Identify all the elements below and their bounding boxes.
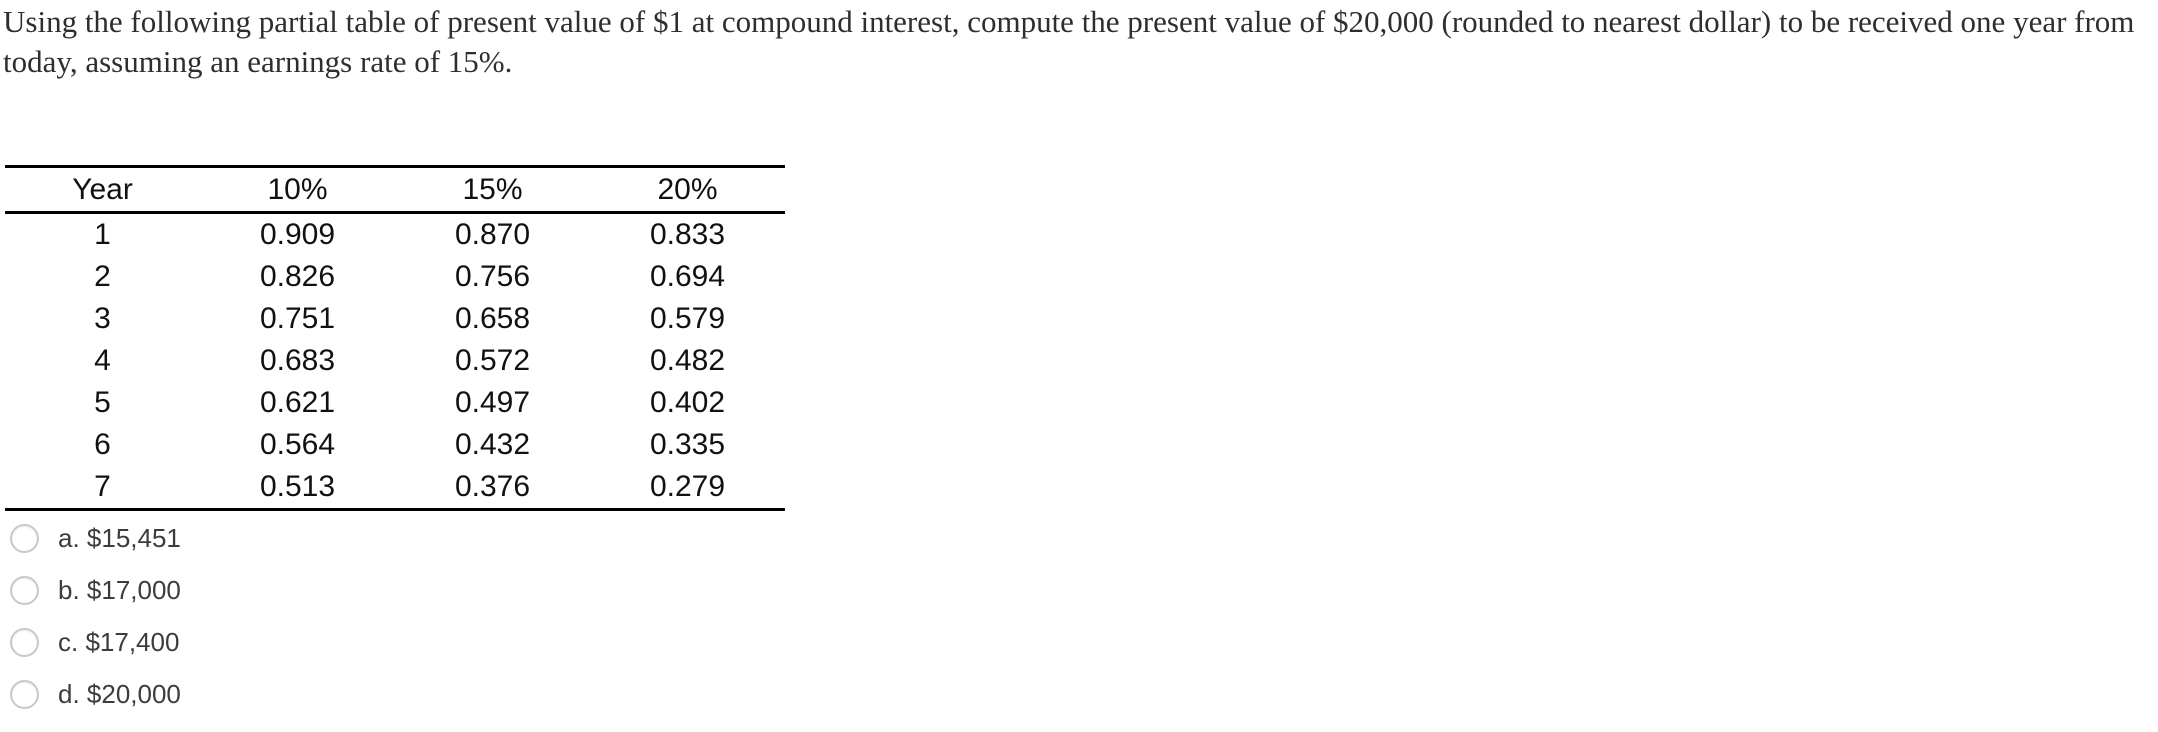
question-line-1: Using the following partial table of pre… [3,4,2135,39]
table-cell: 0.870 [454,218,531,251]
table-row: 4 0.683 0.572 0.482 [5,340,785,382]
table-cell: 3 [94,302,111,335]
question-text: Using the following partial table of pre… [3,2,2156,82]
answer-option-b[interactable]: b. $17,000 [10,564,181,616]
table-cell: 0.756 [454,260,531,293]
table-cell: 7 [94,470,111,503]
table-cell: 0.335 [649,428,726,461]
table-cell: 0.909 [259,218,336,251]
table-cell: 0.751 [259,302,336,335]
option-label: d. $20,000 [58,678,181,709]
column-header-year: Year [72,172,133,206]
table-cell: 0.683 [259,344,336,377]
answer-options: a. $15,451 b. $17,000 c. $17,400 d. $20,000 [10,512,181,720]
table-cell: 0.376 [454,470,531,503]
table-row: 1 0.909 0.870 0.833 [5,213,785,257]
answer-option-a[interactable]: a. $15,451 [10,512,181,564]
table-cell: 2 [94,260,111,293]
table-cell: 0.572 [454,344,531,377]
column-header-10pct: 10% [267,172,328,206]
radio-button-icon[interactable] [10,679,39,709]
table-cell: 0.513 [259,470,336,503]
answer-option-c[interactable]: c. $17,400 [10,616,181,668]
table-row: 6 0.564 0.432 0.335 [5,424,785,466]
table-cell: 0.564 [259,428,336,461]
option-label: a. $15,451 [58,522,181,553]
table-cell: 0.826 [259,260,336,293]
table-header-row: Year 10% 15% 20% [5,167,785,213]
table-cell: 0.579 [649,302,726,335]
radio-button-icon[interactable] [10,523,39,553]
table-row: 5 0.621 0.497 0.402 [5,382,785,424]
question-line-2: today, assuming an earnings rate of 15%. [3,44,513,79]
radio-button-icon[interactable] [10,575,39,605]
table-cell: 0.833 [649,218,726,251]
radio-button-icon[interactable] [10,627,39,657]
option-label: c. $17,400 [58,626,180,657]
table-cell: 0.694 [649,260,726,293]
present-value-table: Year 10% 15% 20% 1 0.909 0.870 0.833 2 0.826 0… [5,165,785,511]
table-row: 3 0.751 0.658 0.579 [5,298,785,340]
column-header-20pct: 20% [657,172,718,206]
column-header-15pct: 15% [462,172,523,206]
table-cell: 0.482 [649,344,726,377]
table-cell: 0.621 [259,386,336,419]
table-cell: 6 [94,428,111,461]
answer-option-d[interactable]: d. $20,000 [10,668,181,720]
table-cell: 1 [94,218,111,251]
table-cell: 4 [94,344,111,377]
option-label: b. $17,000 [58,574,181,605]
table-cell: 0.402 [649,386,726,419]
table-cell: 0.432 [454,428,531,461]
table-cell: 5 [94,386,111,419]
pv-table-body: 1 0.909 0.870 0.833 2 0.826 0.756 0.694 3 0.751 0.… [5,213,785,510]
table-cell: 0.658 [454,302,531,335]
table-cell: 0.497 [454,386,531,419]
table-row: 2 0.826 0.756 0.694 [5,256,785,298]
table-row: 7 0.513 0.376 0.279 [5,466,785,510]
table-cell: 0.279 [649,470,726,503]
